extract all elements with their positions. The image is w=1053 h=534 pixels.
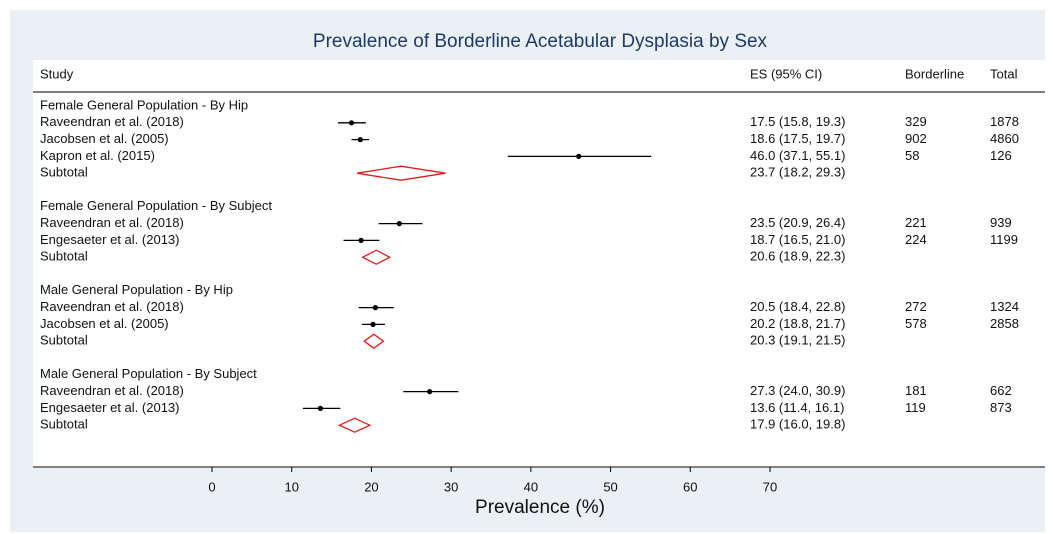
plot-area	[33, 60, 1045, 468]
subtotal-label: Subtotal	[40, 165, 88, 180]
point-estimate	[357, 137, 363, 143]
es-label: 23.7 (18.2, 29.3)	[750, 165, 845, 180]
x-tick-label: 0	[208, 479, 215, 494]
column-header: ES (95% CI)	[750, 66, 822, 81]
es-label: 20.5 (18.4, 22.8)	[750, 299, 845, 314]
subtotal-diamond	[363, 333, 385, 350]
borderline-count: 902	[905, 131, 927, 146]
es-label: 17.9 (16.0, 19.8)	[750, 417, 845, 432]
group-label: Female General Population - By Subject	[40, 198, 272, 213]
group-label: Female General Population - By Hip	[40, 97, 248, 112]
total-count: 939	[990, 215, 1012, 230]
borderline-count: 578	[905, 316, 927, 331]
total-count: 662	[990, 383, 1012, 398]
borderline-count: 58	[905, 148, 919, 163]
es-label: 18.6 (17.5, 19.7)	[750, 131, 845, 146]
study-label: Raveendran et al. (2018)	[40, 383, 184, 398]
total-count: 2858	[990, 316, 1019, 331]
subtotal-diamond	[361, 249, 392, 265]
borderline-count: 224	[905, 232, 927, 247]
study-label: Jacobsen et al. (2005)	[40, 316, 169, 331]
column-header: Total	[990, 66, 1018, 81]
column-header: Study	[40, 66, 74, 81]
borderline-count: 119	[905, 400, 926, 415]
total-count: 1878	[990, 114, 1019, 129]
study-label: Raveendran et al. (2018)	[40, 114, 184, 129]
group-label: Male General Population - By Subject	[40, 366, 257, 381]
subtotal-diamond	[356, 165, 446, 181]
borderline-count: 181	[905, 383, 927, 398]
total-count: 1324	[990, 299, 1019, 314]
x-tick-label: 20	[364, 479, 378, 494]
point-estimate	[576, 153, 582, 159]
group-label: Male General Population - By Hip	[40, 282, 233, 297]
es-label: 23.5 (20.9, 26.4)	[750, 215, 845, 230]
es-label: 18.7 (16.5, 21.0)	[750, 232, 845, 247]
study-label: Raveendran et al. (2018)	[40, 215, 184, 230]
x-tick-label: 60	[683, 479, 697, 494]
borderline-count: 272	[905, 299, 927, 314]
chart-title: Prevalence of Borderline Acetabular Dysp…	[313, 31, 768, 52]
point-estimate	[427, 389, 433, 395]
x-tick-label: 40	[524, 479, 538, 494]
study-label: Raveendran et al. (2018)	[40, 299, 184, 314]
subtotal-label: Subtotal	[40, 417, 88, 432]
column-header: Borderline	[905, 66, 964, 81]
point-estimate	[372, 305, 379, 311]
point-estimate	[370, 321, 376, 327]
x-axis-label: Prevalence (%)	[475, 497, 605, 518]
point-estimate	[348, 120, 355, 126]
point-estimate	[317, 405, 324, 411]
es-label: 17.5 (15.8, 19.3)	[750, 114, 845, 129]
es-label: 13.6 (11.4, 16.1)	[750, 400, 844, 415]
x-tick-label: 30	[444, 479, 458, 494]
point-estimate	[396, 221, 402, 227]
es-label: 27.3 (24.0, 30.9)	[750, 383, 845, 398]
es-label: 20.3 (19.1, 21.5)	[750, 333, 845, 348]
es-label: 20.2 (18.8, 21.7)	[750, 316, 845, 331]
subtotal-diamond	[337, 417, 372, 433]
subtotal-label: Subtotal	[40, 333, 88, 348]
borderline-count: 329	[905, 114, 927, 129]
total-count: 4860	[990, 131, 1019, 146]
es-label: 20.6 (18.9, 22.3)	[750, 249, 845, 264]
x-tick-label: 10	[284, 479, 298, 494]
study-label: Kapron et al. (2015)	[40, 148, 155, 163]
study-label: Engesaeter et al. (2013)	[40, 400, 179, 415]
borderline-count: 221	[905, 215, 927, 230]
es-label: 46.0 (37.1, 55.1)	[750, 148, 845, 163]
total-count: 1199	[990, 232, 1018, 247]
x-tick-label: 70	[763, 479, 777, 494]
total-count: 126	[990, 148, 1012, 163]
total-count: 873	[990, 400, 1012, 415]
subtotal-label: Subtotal	[40, 249, 88, 264]
point-estimate	[358, 237, 364, 243]
study-label: Engesaeter et al. (2013)	[40, 232, 179, 247]
study-label: Jacobsen et al. (2005)	[40, 131, 169, 146]
x-tick-label: 50	[603, 479, 617, 494]
